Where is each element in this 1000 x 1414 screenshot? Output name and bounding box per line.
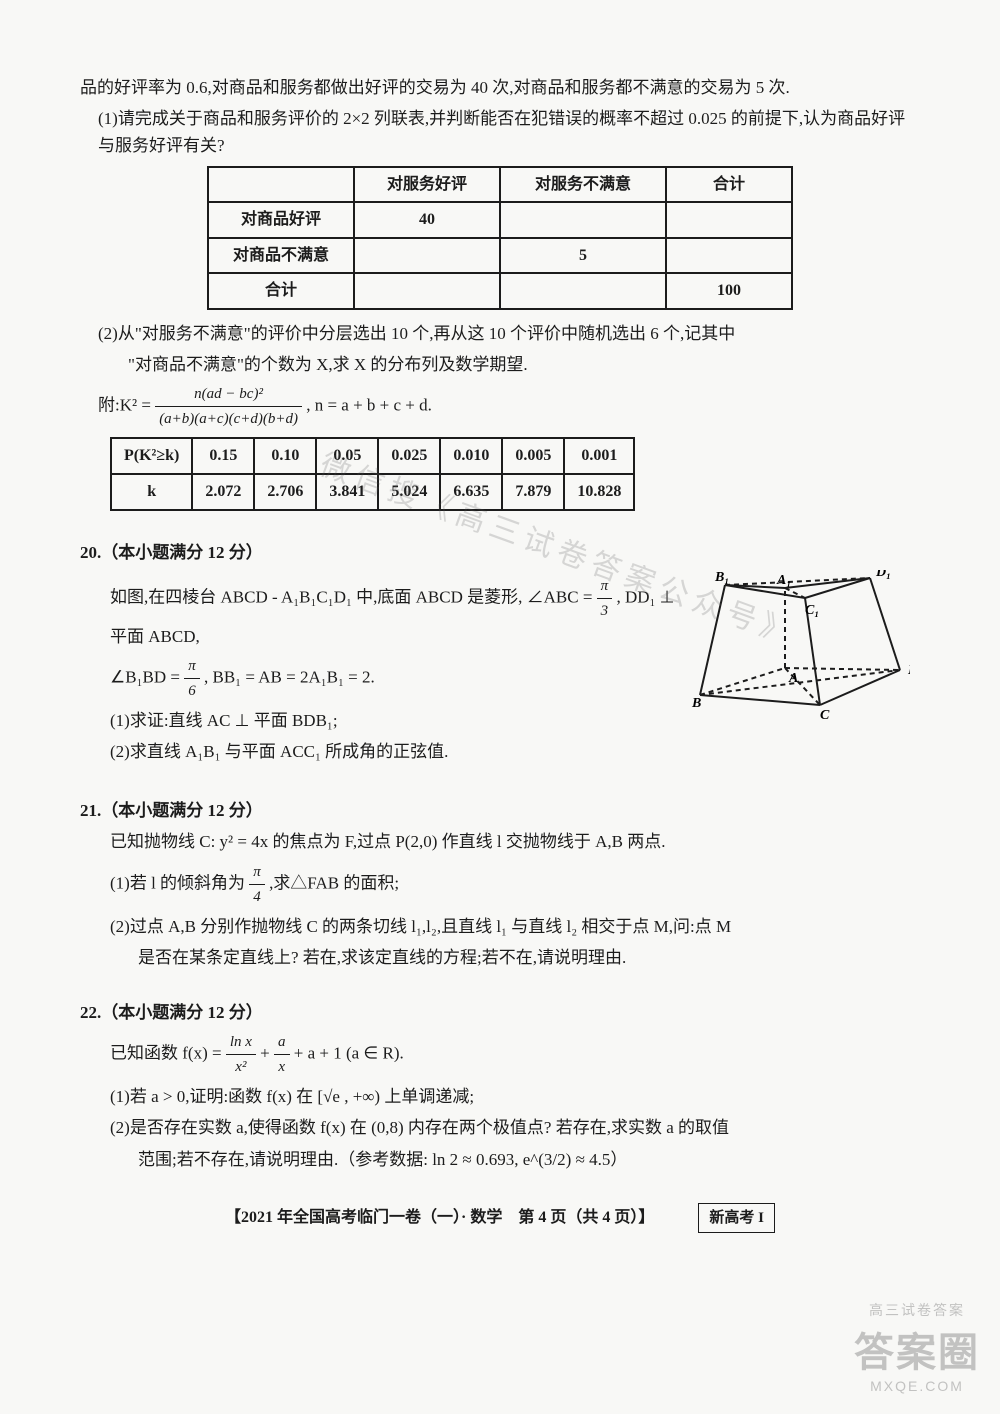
q20-s1: (1)求证:直线 AC ⊥ 平面 BDB₁; [110,707,690,734]
t2-r1c4: 5.024 [378,474,440,510]
q21-s2a: (2)过点 A,B 分别作抛物线 C 的两条切线 l₁,l₂,且直线 l₁ 与直… [110,913,920,940]
t1-r0c3 [666,202,792,238]
t2-r1c0: k [111,474,192,510]
exam-page: 品的好评率为 0.6,对商品和服务都做出好评的交易为 40 次,对商品和服务都不… [0,0,1000,1273]
intro-line1: 品的好评率为 0.6,对商品和服务都做出好评的交易为 40 次,对商品和服务都不… [80,74,920,101]
t2-r0c0: P(K²≥k) [111,438,192,474]
svg-text:D₁: D₁ [875,570,891,580]
t1-r1c3 [666,238,792,274]
t2-r0c3: 0.05 [316,438,378,474]
t2-r0c2: 0.10 [254,438,316,474]
t2-r0c6: 0.005 [502,438,564,474]
q22-body: 已知函数 f(x) = ln x x² + a x + a + 1 (a ∈ R… [110,1030,920,1079]
footer-box: 新高考 I [698,1203,775,1233]
svg-text:A: A [788,671,798,686]
question-22: 22.（本小题满分 12 分） 已知函数 f(x) = ln x x² + a … [80,999,920,1173]
t1-r2c0: 合计 [208,273,354,309]
t1-h3: 合计 [666,167,792,203]
svg-text:C: C [820,708,830,720]
k2-table: P(K²≥k) 0.15 0.10 0.05 0.025 0.010 0.005… [110,437,635,510]
page-footer: 【2021 年全国高考临门一卷（一）· 数学 第 4 页（共 4 页）】 新高考… [80,1203,920,1233]
k2-formula: 附:K² = n(ad − bc)² (a+b)(a+c)(c+d)(b+d) … [98,382,920,431]
t2-r0c1: 0.15 [192,438,254,474]
t1-r2c2 [500,273,666,309]
t2-r0c7: 0.001 [564,438,634,474]
corner-watermark: 高三试卷答案 答案圈 MXQE.COM [854,1300,980,1394]
t1-h0 [208,167,354,203]
t1-r0c1: 40 [354,202,500,238]
contingency-table: 对服务好评 对服务不满意 合计 对商品好评 40 对商品不满意 5 合计 100 [207,166,793,310]
t2-r1c5: 6.635 [440,474,502,510]
t1-r2c3: 100 [666,273,792,309]
t2-r1c2: 2.706 [254,474,316,510]
corner-wm-big: 答案圈 [854,1320,980,1378]
t2-r1c7: 10.828 [564,474,634,510]
q21-body: 已知抛物线 C: y² = 4x 的焦点为 F,过点 P(2,0) 作直线 l … [110,828,920,855]
q20-s2: (2)求直线 A₁B₁ 与平面 ACC₁ 所成角的正弦值. [110,738,690,765]
q20-diagram: B C D A B₁ C₁ D₁ A₁ [690,570,920,720]
formula-fraction: n(ad − bc)² (a+b)(a+c)(c+d)(b+d) [155,382,302,431]
t2-r0c5: 0.010 [440,438,502,474]
svg-text:B₁: B₁ [714,570,729,585]
intro-q2a: (2)从"对服务不满意"的评价中分层选出 10 个,再从这 10 个评价中随机选… [98,320,920,347]
question-20: 20.（本小题满分 12 分） 如图,在四棱台 ABCD - A₁B₁C₁D₁ … [80,539,920,770]
footer-main: 【2021 年全国高考临门一卷（一）· 数学 第 4 页（共 4 页）】 [225,1209,654,1226]
t1-r0c2 [500,202,666,238]
q21-s2b: 是否在某条定直线上? 若在,求该定直线的方程;若不在,请说明理由. [138,944,920,971]
svg-text:D: D [907,663,910,678]
q22-title: 22.（本小题满分 12 分） [80,999,920,1026]
t2-r0c4: 0.025 [378,438,440,474]
corner-wm-line1: 高三试卷答案 [854,1300,980,1320]
t2-r1c3: 3.841 [316,474,378,510]
t2-r1c1: 2.072 [192,474,254,510]
t1-r0c0: 对商品好评 [208,202,354,238]
svg-text:C₁: C₁ [805,603,819,618]
q22-s2b: 范围;若不存在,请说明理由.（参考数据: ln 2 ≈ 0.693, e^(3/… [138,1146,920,1173]
svg-text:B: B [691,696,701,711]
formula-den: (a+b)(a+c)(c+d)(b+d) [155,407,302,431]
t1-r1c2: 5 [500,238,666,274]
q21-title: 21.（本小题满分 12 分） [80,797,920,824]
intro-q1: (1)请完成关于商品和服务评价的 2×2 列联表,并判断能否在犯错误的概率不超过… [98,105,920,159]
t1-r1c0: 对商品不满意 [208,238,354,274]
formula-suffix: , n = a + b + c + d. [306,396,432,415]
q22-s2a: (2)是否存在实数 a,使得函数 f(x) 在 (0,8) 内存在两个极值点? … [110,1114,920,1141]
t2-r1c6: 7.879 [502,474,564,510]
t1-r1c1 [354,238,500,274]
q20-body1: 如图,在四棱台 ABCD - A₁B₁C₁D₁ 中,底面 ABCD 是菱形, ∠… [110,574,690,650]
q22-s1: (1)若 a > 0,证明:函数 f(x) 在 [√e , +∞) 上单调递减; [110,1083,920,1110]
svg-text:A₁: A₁ [776,573,791,588]
formula-num: n(ad − bc)² [155,382,302,407]
question-21: 21.（本小题满分 12 分） 已知抛物线 C: y² = 4x 的焦点为 F,… [80,797,920,971]
q20-title: 20.（本小题满分 12 分） [80,539,920,566]
q21-s1: (1)若 l 的倾斜角为 π 4 ,求△FAB 的面积; [110,860,920,909]
q20-body2: ∠B₁BD = π 6 , BB₁ = AB = 2A₁B₁ = 2. [110,654,690,703]
formula-prefix: 附:K² = [98,396,151,415]
corner-wm-line2: MXQE.COM [854,1378,980,1394]
t1-h1: 对服务好评 [354,167,500,203]
intro-q2b: "对商品不满意"的个数为 X,求 X 的分布列及数学期望. [128,351,920,378]
t1-h2: 对服务不满意 [500,167,666,203]
t1-r2c1 [354,273,500,309]
